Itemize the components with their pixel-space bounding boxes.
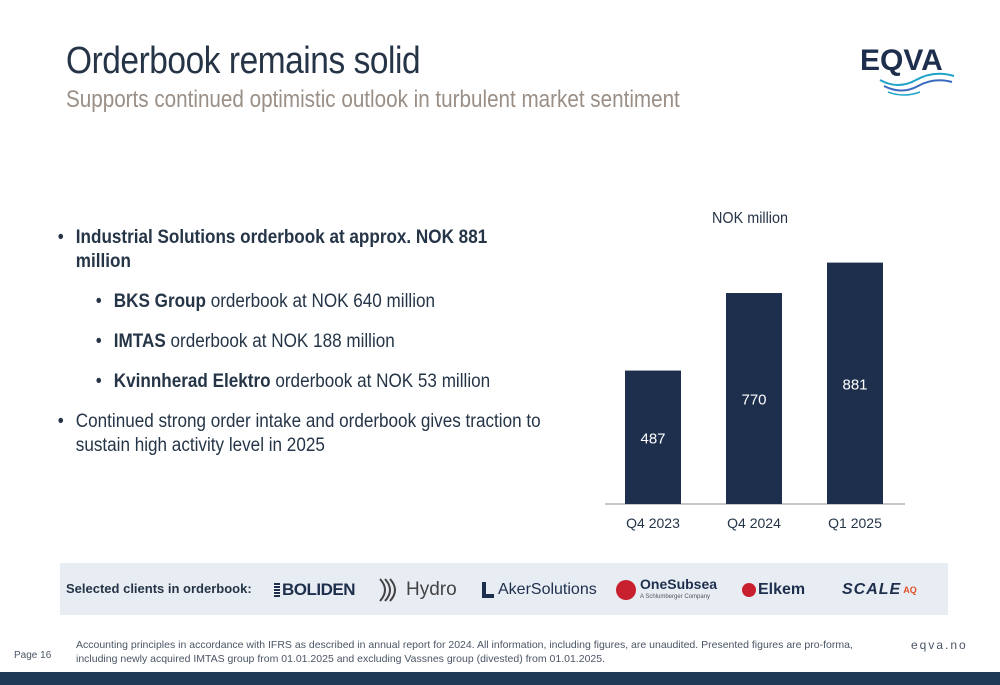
- akersolutions-logo-text: AkerSolutions: [498, 581, 597, 598]
- bullet-list: Industrial Solutions orderbook at approx…: [56, 226, 541, 458]
- bar-q4-2023: [625, 370, 681, 504]
- data-label-0: 487: [640, 430, 665, 447]
- bar-q1-2025: [827, 262, 883, 504]
- kvinnherad-name: Kvinnherad Elektro: [113, 371, 271, 392]
- elkem-logo-text: Elkem: [758, 581, 806, 598]
- bar-q4-2024: [726, 293, 782, 504]
- akersolutions-logo: AkerSolutions: [482, 577, 597, 603]
- chart-unit-label: NOK million: [712, 210, 789, 227]
- onesubsea-icon: [616, 580, 636, 600]
- bullet-kvinnherad: Kvinnherad Elektro orderbook at NOK 53 m…: [94, 370, 582, 394]
- footer-note: Accounting principles in accordance with…: [76, 639, 853, 665]
- imtas-text: orderbook at NOK 188 million: [165, 331, 395, 352]
- onesubsea-logo: OneSubsea A Schlumberger Company: [616, 577, 717, 603]
- tick-label-1: Q4 2024: [727, 515, 781, 531]
- scale-logo-text: SCALE: [842, 581, 902, 598]
- page-subtitle: Supports continued optimistic outlook in…: [66, 86, 680, 113]
- boliden-logo-text: BOLIDEN: [282, 580, 356, 599]
- imtas-name: IMTAS: [113, 331, 166, 352]
- kvinnherad-text: orderbook at NOK 53 million: [270, 371, 491, 392]
- onesubsea-logo-text: OneSubsea: [640, 576, 718, 592]
- data-label-1: 770: [741, 392, 766, 409]
- elkem-icon: [742, 583, 756, 597]
- bks-name: BKS Group: [113, 291, 206, 312]
- bottom-bar: [0, 672, 1000, 685]
- eqva-logo-text: EQVA: [860, 44, 943, 77]
- bks-text: orderbook at NOK 640 million: [205, 291, 436, 312]
- onesubsea-tagline: A Schlumberger Company: [640, 594, 711, 600]
- clients-band: Selected clients in orderbook: BOLIDEN H…: [60, 563, 948, 615]
- bullet-traction-text: Continued strong order intake and orderb…: [75, 411, 541, 456]
- bullet-orderbook-text: Industrial Solutions orderbook at approx…: [75, 227, 488, 272]
- aker-icon: [482, 582, 494, 598]
- orderbook-bar-chart: 487 Q4 2023 770 Q4 2024 881 Q1 2025: [605, 262, 905, 531]
- bullet-traction: Continued strong order intake and orderb…: [56, 410, 544, 458]
- page-title: Orderbook remains solid: [66, 40, 421, 82]
- site-url: eqva.no: [911, 638, 968, 652]
- tick-label-2: Q1 2025: [828, 515, 882, 531]
- hydro-logo-text: Hydro: [406, 579, 457, 600]
- scale-aq-logo: SCALE AQ: [842, 577, 917, 603]
- data-label-2: 881: [842, 376, 867, 393]
- bullet-bks: BKS Group orderbook at NOK 640 million: [94, 290, 582, 314]
- hydro-logo: Hydro: [376, 577, 457, 603]
- clients-label: Selected clients in orderbook:: [66, 581, 252, 596]
- bullet-imtas: IMTAS orderbook at NOK 188 million: [94, 330, 582, 354]
- elkem-logo: Elkem: [742, 577, 805, 603]
- page-number: Page 16: [14, 650, 52, 661]
- bullet-orderbook: Industrial Solutions orderbook at approx…: [56, 226, 544, 274]
- aq-logo-text: AQ: [903, 585, 917, 595]
- tick-label-0: Q4 2023: [626, 515, 680, 531]
- eqva-logo: EQVA: [860, 44, 955, 96]
- boliden-logo: BOLIDEN: [274, 577, 356, 603]
- hydro-icon: [379, 578, 396, 602]
